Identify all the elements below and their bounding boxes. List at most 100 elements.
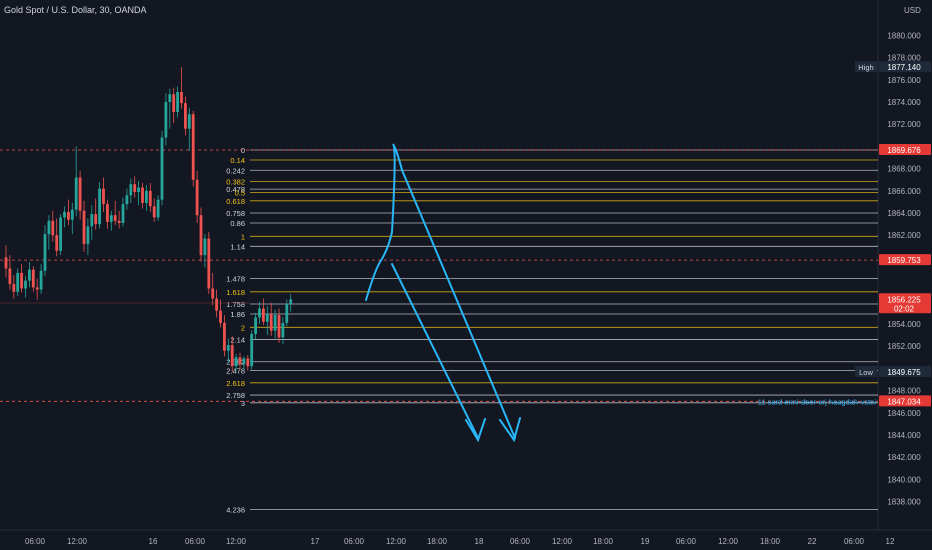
x-tick-label: 06:00 — [510, 537, 531, 546]
y-tick-label: 1876.000 — [887, 76, 921, 85]
fib-label: 1.618 — [226, 288, 245, 297]
fib-label: 1.758 — [226, 300, 245, 309]
candle-body — [55, 235, 59, 251]
projection-line — [391, 263, 479, 439]
y-tick-label: 1878.000 — [887, 54, 921, 63]
x-tick-label: 18:00 — [760, 537, 781, 546]
candle-body — [113, 215, 117, 221]
candle-body — [121, 204, 125, 223]
x-tick-label: 22 — [808, 537, 817, 546]
y-tick-label: 1864.000 — [887, 209, 921, 218]
candle-body — [199, 215, 203, 256]
candle-body — [172, 94, 176, 112]
price-tag — [855, 366, 877, 378]
candle-body — [109, 215, 113, 222]
candle-body — [187, 114, 191, 129]
candle-body — [269, 314, 273, 331]
candle-body — [254, 317, 257, 334]
fib-label: 0.618 — [226, 197, 245, 206]
candle-body — [106, 204, 109, 222]
y-tick-label: 1880.000 — [887, 31, 921, 40]
candle-body — [156, 199, 160, 218]
price-badge-value: 1849.675 — [887, 368, 921, 377]
candle-body — [28, 269, 31, 281]
candle-body — [215, 298, 218, 311]
x-tick-label: 17 — [311, 537, 320, 546]
fib-label: 0.14 — [230, 156, 245, 165]
candle-body — [145, 190, 148, 204]
y-tick-label: 1874.000 — [887, 98, 921, 107]
fib-label: 2.478 — [226, 367, 245, 376]
x-tick-label: 19 — [641, 537, 650, 546]
candle-body — [207, 238, 211, 289]
price-badge — [879, 61, 931, 73]
arrow-head — [499, 417, 521, 443]
y-tick-label: 1868.000 — [887, 165, 921, 174]
candle-body — [285, 304, 289, 323]
price-badge — [879, 293, 931, 314]
fib-label: 4.236 — [226, 505, 245, 514]
candle-body — [168, 94, 172, 103]
price-badge — [879, 144, 931, 155]
candle-body — [78, 177, 82, 211]
candle-body — [35, 287, 39, 290]
currency-label: USD — [904, 6, 921, 15]
candle-body — [98, 188, 101, 225]
candle-body — [47, 220, 51, 235]
y-tick-label: 1862.000 — [887, 231, 921, 240]
price-tag-label: Low — [859, 368, 873, 377]
price-badge-value: 1877.140 — [887, 63, 921, 72]
fib-label: 0.478 — [226, 185, 245, 194]
fib-label: 3 — [241, 399, 245, 408]
candle-body — [94, 214, 98, 225]
candle-body — [8, 268, 12, 285]
price-badge-value: 1856.225 — [887, 295, 921, 304]
fib-label: 2.758 — [226, 391, 245, 400]
fib-label: 1.86 — [230, 310, 245, 319]
candle-body — [265, 314, 269, 322]
y-tick-label: 1854.000 — [887, 320, 921, 329]
y-tick-label: 1844.000 — [887, 431, 921, 440]
candle-body — [242, 358, 246, 364]
x-tick-label: 18 — [475, 537, 484, 546]
y-tick-label: 1840.000 — [887, 475, 921, 484]
candle-body — [43, 234, 47, 271]
x-tick-label: 18:00 — [593, 537, 614, 546]
candle-body — [180, 92, 183, 104]
price-badge — [879, 254, 931, 266]
price-badge-countdown: 02:02 — [894, 304, 915, 313]
candle-body — [141, 187, 144, 204]
x-tick-label: 12:00 — [718, 537, 739, 546]
candle-body — [160, 137, 164, 200]
y-tick-label: 1866.000 — [887, 187, 921, 196]
price-badge — [879, 395, 931, 407]
candle-body — [4, 257, 8, 269]
fib-label: 0.382 — [226, 177, 245, 186]
fib-label: 2.14 — [230, 336, 245, 345]
fib-label: 1.14 — [230, 242, 245, 251]
candle-body — [281, 322, 285, 338]
y-tick-label: 1842.000 — [887, 453, 921, 462]
fib-label: 0 — [241, 146, 245, 155]
x-tick-label: 12:00 — [386, 537, 407, 546]
x-tick-label: 12:00 — [67, 537, 88, 546]
candle-body — [164, 102, 168, 138]
candle-body — [74, 177, 78, 210]
y-tick-label: 1838.000 — [887, 498, 921, 507]
candle-body — [125, 195, 129, 205]
candle-body — [31, 269, 35, 288]
candle-body — [152, 206, 156, 218]
x-tick-label: 06:00 — [844, 537, 865, 546]
fib-label: 1.478 — [226, 274, 245, 283]
candle-body — [289, 299, 293, 305]
candle-body — [90, 214, 94, 227]
price-badge — [879, 366, 931, 378]
x-tick-label: 12 — [886, 537, 895, 546]
candle-body — [234, 357, 238, 367]
candle-body — [211, 288, 215, 299]
chart-title: Gold Spot / U.S. Dollar, 30, OANDA — [4, 5, 147, 15]
x-tick-label: 06:00 — [676, 537, 697, 546]
candle-body — [133, 184, 137, 192]
candle-body — [250, 333, 254, 367]
